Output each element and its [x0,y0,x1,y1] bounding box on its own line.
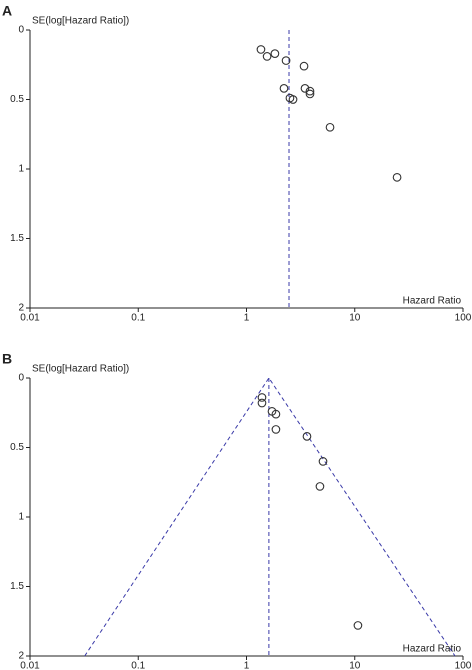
study-point [315,482,325,491]
x-tick-label: 10 [349,313,361,324]
y-tick-label: 1 [18,164,24,175]
y-tick-label: 2 [18,651,24,662]
study-point [288,95,298,104]
x-tick-label: 100 [455,661,472,670]
study-point [270,49,280,58]
x-tick-label: 1 [244,661,250,670]
funnel-line [84,377,456,657]
x-tick-label: 0.1 [131,313,145,324]
y-tick-label: 2 [18,303,24,314]
study-point [318,457,328,466]
x-tick-label: 0.1 [131,661,145,670]
x-tick-label: 10 [349,661,361,670]
study-point [353,621,363,630]
study-point [257,393,267,402]
study-point [299,61,309,71]
study-point [305,89,315,99]
x-tick-label: 100 [455,313,472,324]
x-tick-label: 1 [244,313,250,324]
x-axis-label: Hazard Ratio [403,644,462,655]
study-point [279,84,289,93]
y-tick-label: 1.5 [10,233,24,244]
y-tick-label: 0 [18,373,24,384]
y-tick-label: 0.5 [10,94,24,105]
panel-label: A [2,3,12,19]
y-tick-label: 0 [18,25,24,36]
study-point [392,172,402,182]
y-axis-label: SE(log[Hazard Ratio]) [32,16,129,27]
y-tick-label: 1 [18,512,24,523]
y-axis-label: SE(log[Hazard Ratio]) [32,364,129,375]
study-point [257,398,267,408]
y-tick-label: 0.5 [10,442,24,453]
study-point [271,425,281,434]
x-tick-label: 0.01 [20,313,40,324]
x-tick-label: 0.01 [20,661,40,670]
study-point [262,52,272,61]
study-point [325,122,335,132]
study-point [300,84,310,93]
study-point [271,409,281,419]
panel-label: B [2,351,12,367]
study-point [302,432,312,441]
study-point [305,86,315,96]
y-tick-label: 1.5 [10,581,24,592]
study-point [256,45,266,54]
x-axis-label: Hazard Ratio [403,296,462,307]
study-point [281,56,291,65]
